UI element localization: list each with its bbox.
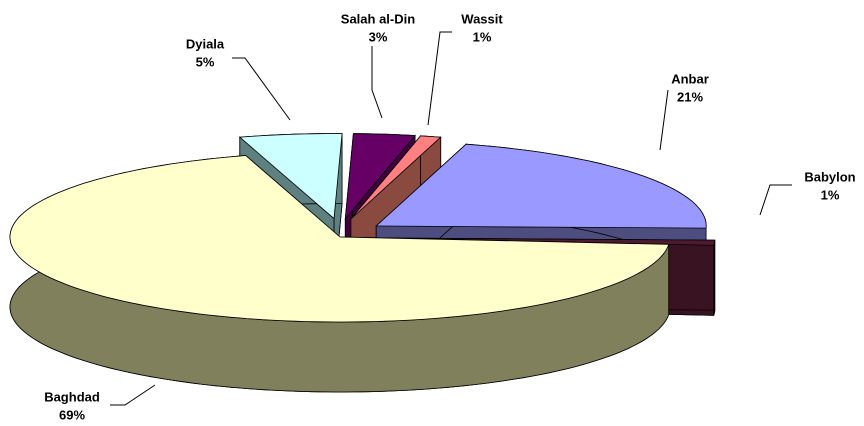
leader-line bbox=[371, 46, 383, 119]
leader-line bbox=[427, 31, 452, 126]
slice-top bbox=[9, 155, 670, 323]
slice-top bbox=[344, 133, 416, 220]
slice-label: Babylon bbox=[804, 169, 855, 184]
leader-line bbox=[232, 57, 291, 121]
slice-value-label: 1% bbox=[473, 29, 492, 44]
slice-value-label: 5% bbox=[196, 54, 215, 69]
slice-label: Wassit bbox=[461, 11, 503, 26]
slice-value-label: 21% bbox=[677, 89, 703, 104]
slice-label: Dyiala bbox=[186, 36, 225, 51]
slice-top bbox=[238, 133, 343, 220]
slice-side bbox=[713, 240, 716, 316]
slice-value-label: 69% bbox=[59, 407, 85, 422]
slice-label: Baghdad bbox=[44, 389, 100, 404]
slice bbox=[9, 154, 670, 393]
slice-top bbox=[375, 143, 707, 229]
slice-value-label: 1% bbox=[821, 187, 840, 202]
slice-label: Salah al-Din bbox=[341, 11, 415, 26]
leader-line bbox=[759, 184, 792, 216]
leader-line bbox=[110, 384, 156, 406]
slice-label: Anbar bbox=[671, 71, 709, 86]
slice-value-label: 3% bbox=[369, 29, 388, 44]
slice-top bbox=[350, 135, 442, 220]
leader-line bbox=[659, 89, 669, 151]
